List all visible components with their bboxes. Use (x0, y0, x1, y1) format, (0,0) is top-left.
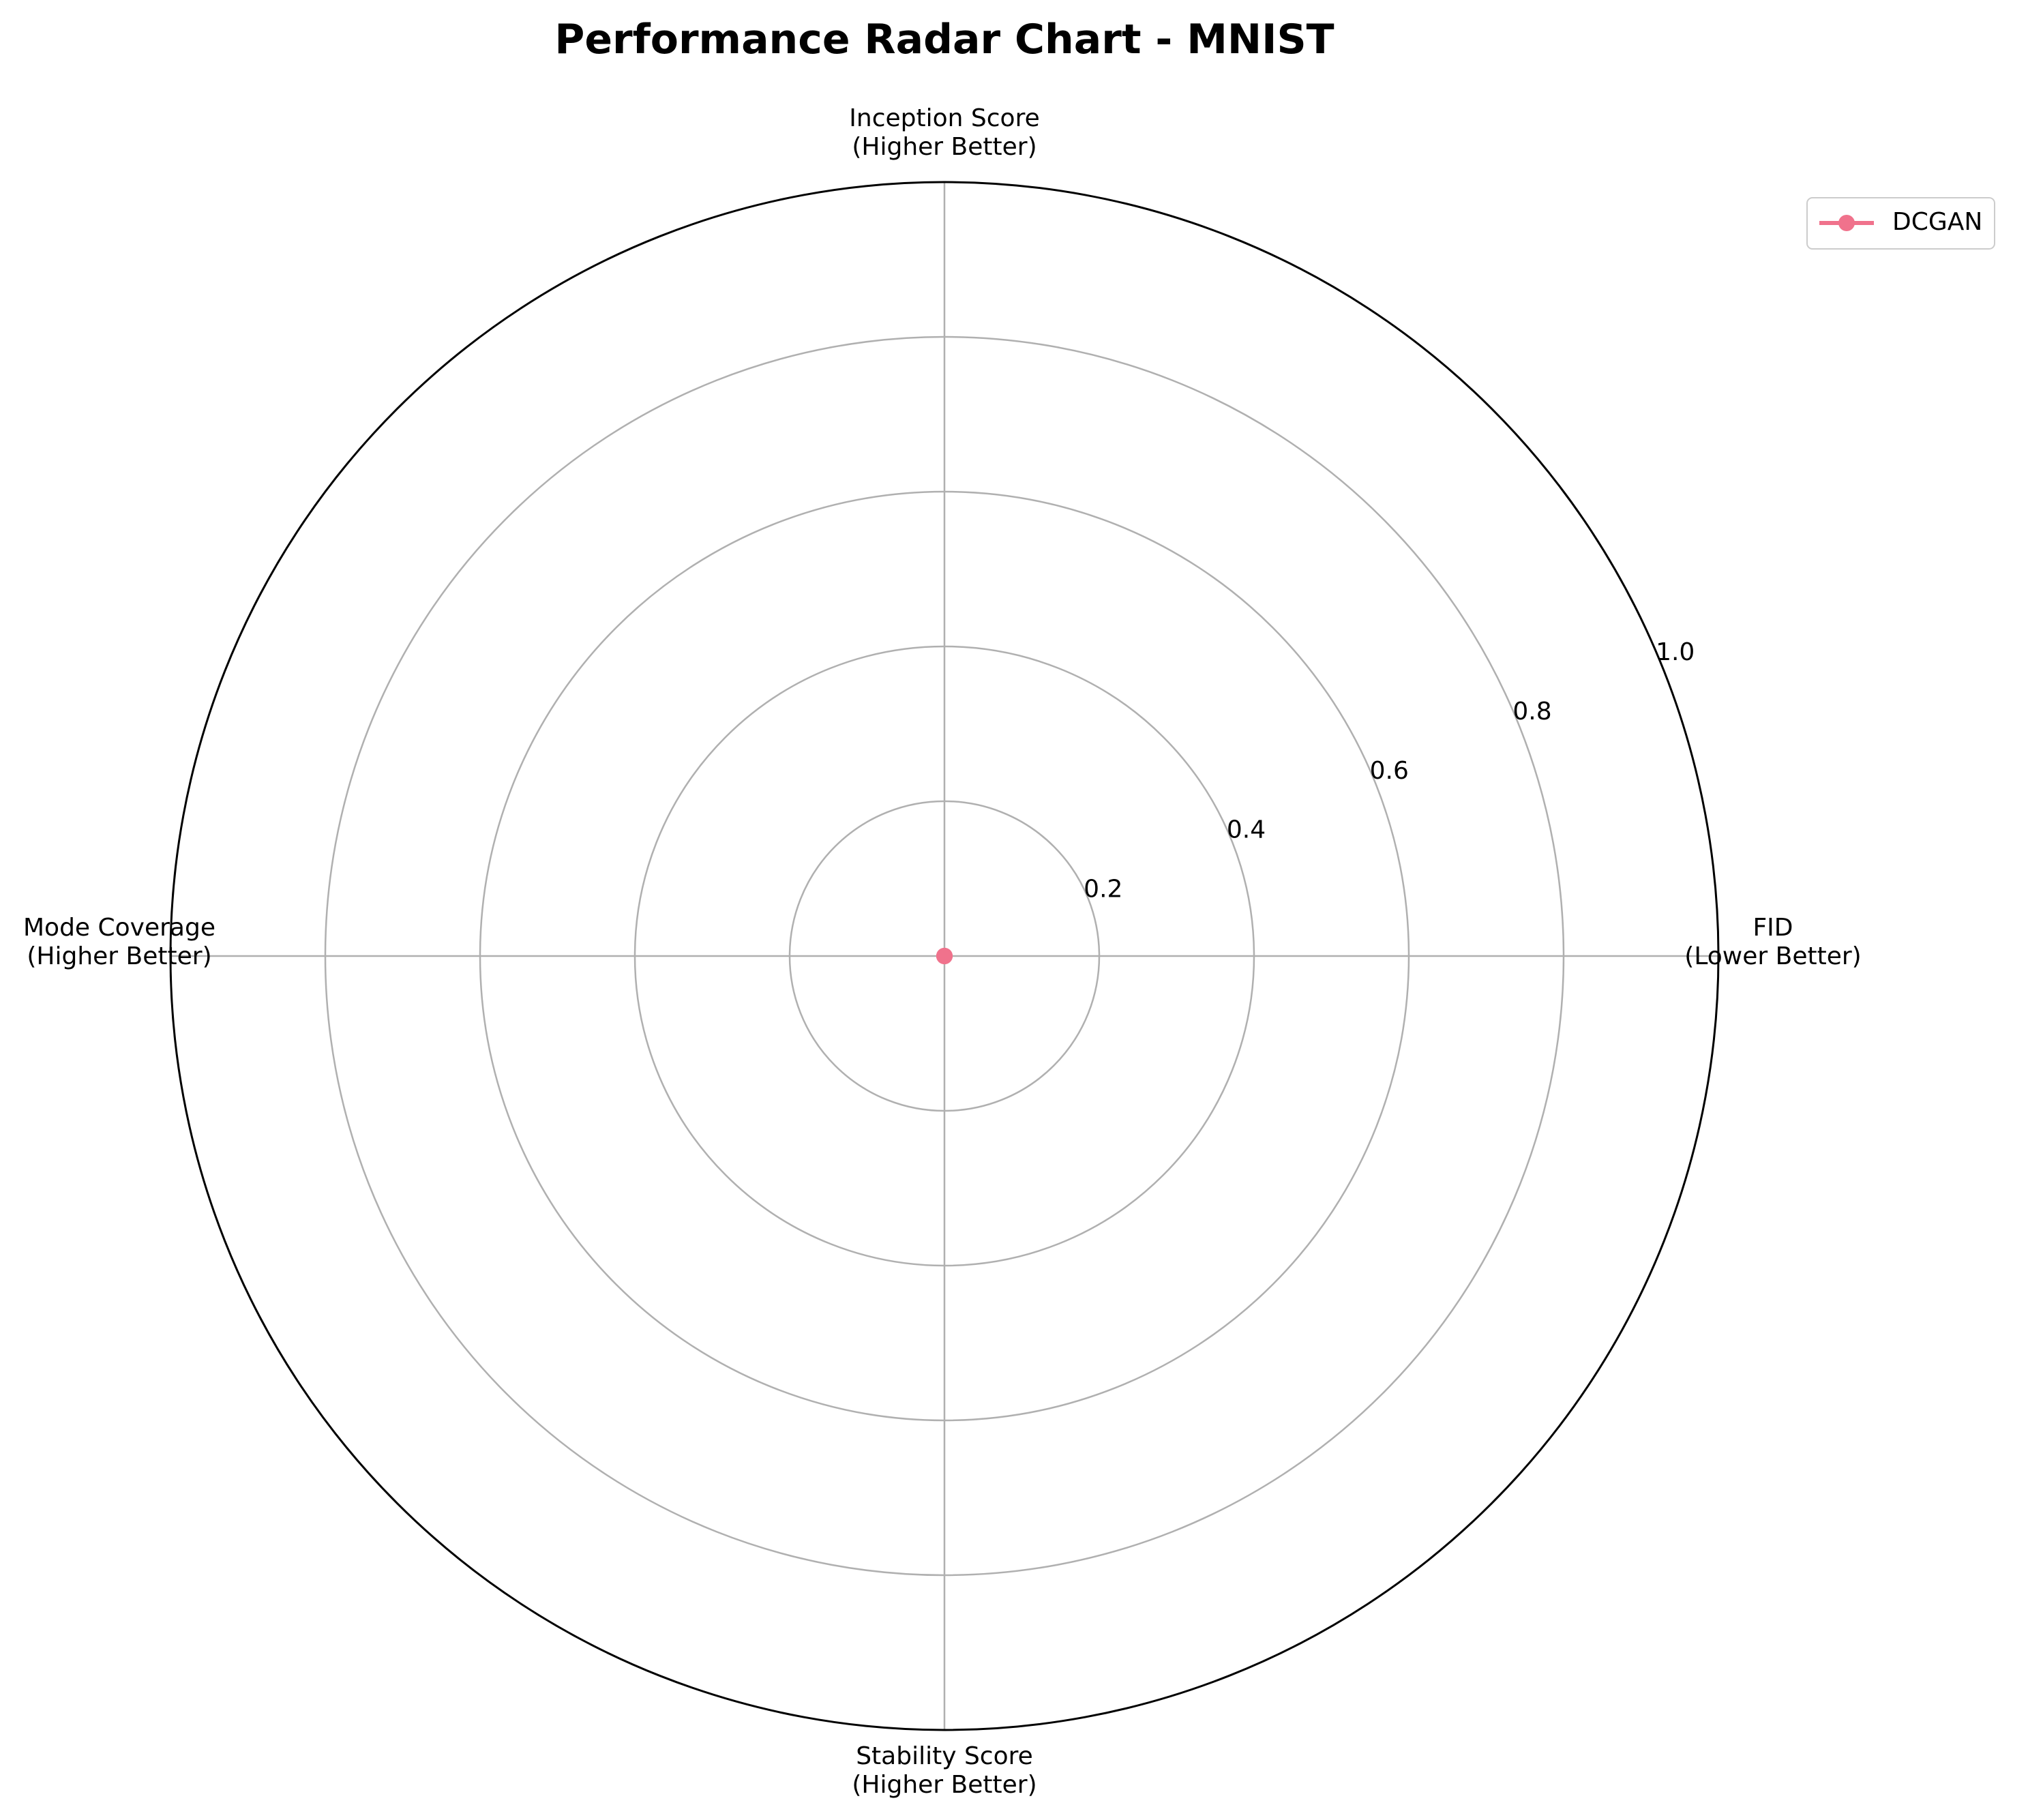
tick-labels: 0.2 0.4 0.6 0.8 1.0 (1084, 638, 1695, 903)
grid-circle (788, 800, 1101, 1112)
legend-label-dcgan: DCGAN (1892, 208, 1982, 236)
legend-box (1806, 197, 1995, 250)
axis-label-name: Stability Score (856, 1742, 1033, 1770)
axis-label-fid: FID(Lower Better) (1684, 914, 1861, 970)
axis-label-name: Mode Coverage (23, 914, 215, 942)
axis-label-note: (Higher Better) (852, 1771, 1037, 1799)
axis-label-name: FID (1753, 914, 1793, 942)
grid-circle (324, 335, 1565, 1577)
axis-label-note: (Lower Better) (1684, 942, 1861, 970)
r-tick-label: 0.4 (1227, 816, 1266, 844)
legend: DCGAN (1806, 197, 1995, 250)
axis-labels: FID(Lower Better)Inception Score(Higher … (23, 104, 1862, 1799)
grid-layer (169, 181, 1720, 1731)
outer-boundary-circle (169, 181, 1720, 1731)
grid-circle (633, 645, 1255, 1267)
chart-title: Performance Radar Chart - MNIST (554, 16, 1334, 63)
axis-label-inception-score: Inception Score(Higher Better) (849, 104, 1039, 161)
legend-marker-dcgan (1838, 215, 1855, 231)
r-tick-label: 0.8 (1512, 698, 1551, 726)
axis-label-note: (Higher Better) (852, 133, 1037, 161)
axis-label-name: Inception Score (849, 104, 1039, 132)
axis-label-note: (Higher Better) (27, 942, 211, 970)
r-tick-label: 0.6 (1370, 757, 1409, 785)
grid-circle (479, 490, 1410, 1422)
axis-label-mode-coverage: Mode Coverage(Higher Better) (23, 914, 215, 970)
axis-label-stability-score: Stability Score(Higher Better) (852, 1742, 1037, 1799)
r-tick-label: 0.2 (1084, 876, 1122, 904)
data-point-dcgan-3 (936, 948, 953, 964)
series-layer (936, 948, 953, 964)
r-tick-label: 1.0 (1656, 638, 1695, 666)
